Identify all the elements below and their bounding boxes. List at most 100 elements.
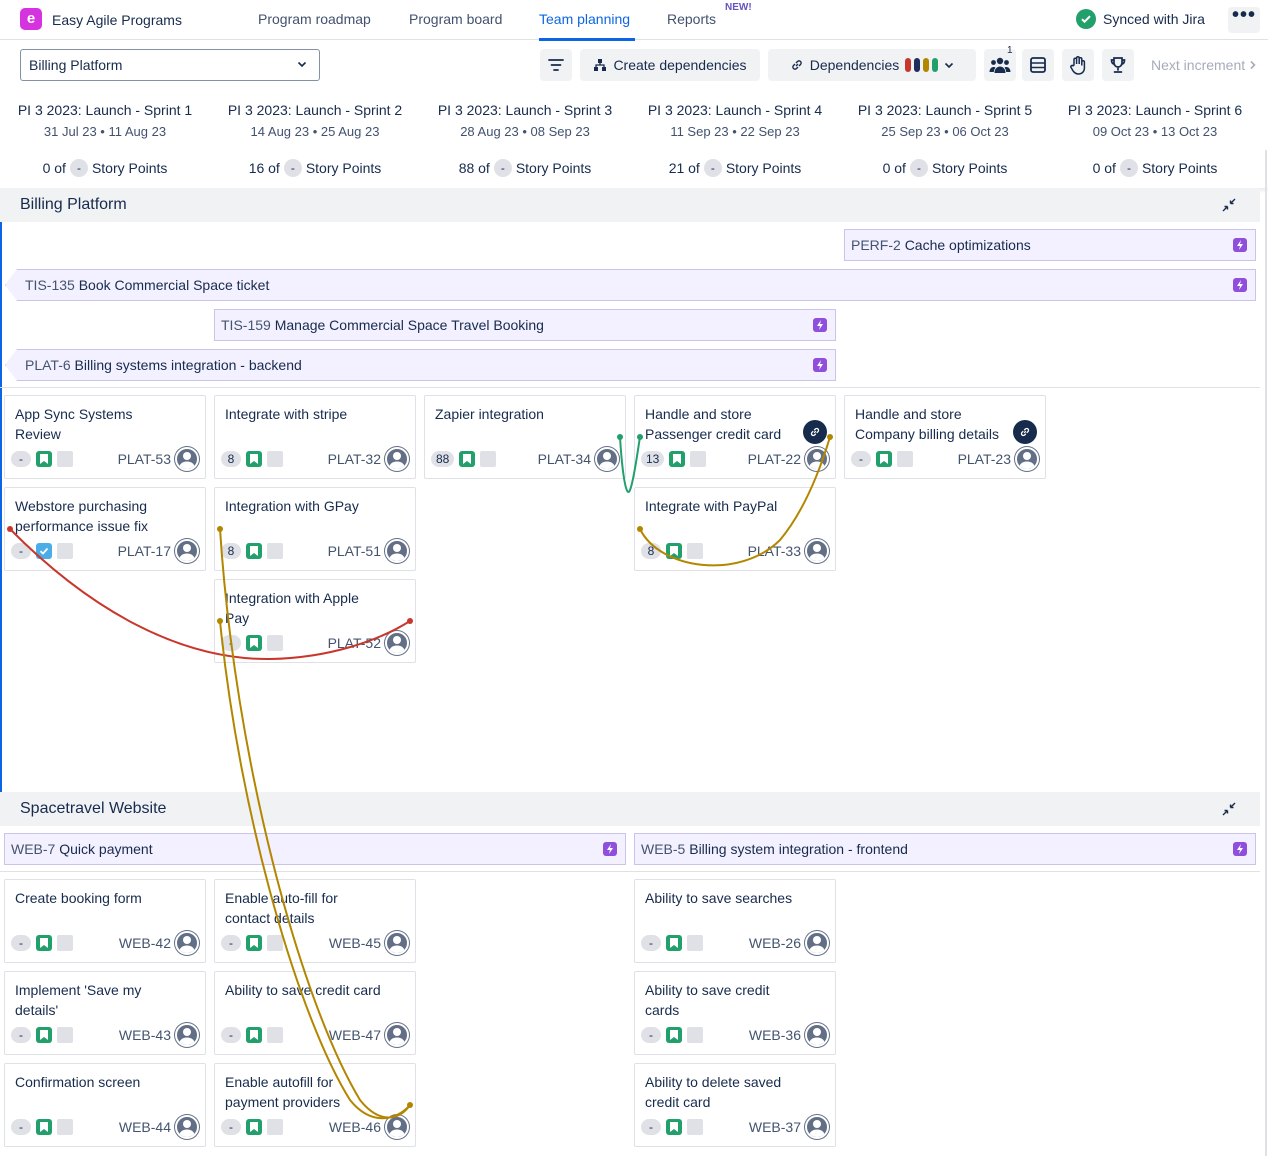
issue-title: Enable auto-fill for contact details xyxy=(225,890,338,926)
tab-program-board[interactable]: Program board xyxy=(409,11,503,27)
issue-key: PLAT-53 xyxy=(117,451,171,467)
create-dependencies-button[interactable]: Create dependencies xyxy=(580,49,760,81)
dependency-link-icon[interactable] xyxy=(1013,420,1037,444)
divider xyxy=(0,387,1260,388)
avatar[interactable] xyxy=(1015,447,1039,471)
sprint-capacity: 88 of - Story Points xyxy=(420,159,630,177)
next-increment-button[interactable]: Next increment xyxy=(1151,57,1257,73)
story-icon xyxy=(36,451,52,467)
issue-card[interactable]: Integrate with stripe 8 PLAT-32 xyxy=(214,395,416,479)
status-placeholder-icon xyxy=(267,451,283,467)
status-placeholder-icon xyxy=(57,543,73,559)
sprint-name: PI 3 2023: Launch - Sprint 2 xyxy=(227,102,403,118)
avatar[interactable] xyxy=(805,447,829,471)
avatar[interactable] xyxy=(175,1115,199,1139)
trophy-icon xyxy=(1110,57,1126,73)
issue-card[interactable]: Enable autofill for payment providers - W… xyxy=(214,1063,416,1147)
avatar[interactable] xyxy=(175,1023,199,1047)
issue-card[interactable]: Integrate with PayPal 8 PLAT-33 xyxy=(634,487,836,571)
layout-button[interactable] xyxy=(1022,49,1054,81)
issue-card[interactable]: Webstore purchasing performance issue fi… xyxy=(4,487,206,571)
points-label: Story Points xyxy=(515,160,592,176)
chevron-down-icon xyxy=(297,61,307,68)
avatar[interactable] xyxy=(805,539,829,563)
estimate-badge: - xyxy=(641,1119,661,1135)
dependencies-dropdown[interactable]: Dependencies xyxy=(768,49,976,81)
more-actions-button[interactable]: ••• xyxy=(1228,5,1260,33)
status-placeholder-icon xyxy=(57,935,73,951)
feature-key: PLAT-6 xyxy=(25,357,71,373)
tab-program-roadmap[interactable]: Program roadmap xyxy=(258,11,371,27)
sprint-capacity: 16 of - Story Points xyxy=(210,159,420,177)
tab-reports[interactable]: Reports xyxy=(667,11,717,27)
tab-team-planning[interactable]: Team planning xyxy=(539,11,631,27)
issue-card[interactable]: Ability to save credit cards - WEB-36 xyxy=(634,971,836,1055)
hand-button[interactable] xyxy=(1062,49,1094,81)
issue-card[interactable]: Enable auto-fill for contact details - WE… xyxy=(214,879,416,963)
estimate-badge: - xyxy=(11,543,31,559)
issue-card[interactable]: Create booking form - WEB-42 xyxy=(4,879,206,963)
feature-bar[interactable]: WEB-5 Billing system integration - front… xyxy=(634,833,1256,865)
issue-key: WEB-36 xyxy=(748,1027,801,1043)
avatar[interactable] xyxy=(805,931,829,955)
points-label: Story Points xyxy=(725,160,802,176)
estimate-badge: - xyxy=(221,1119,241,1135)
collapse-icon[interactable] xyxy=(1222,802,1236,816)
check-circle-icon xyxy=(1076,9,1096,29)
avatar[interactable] xyxy=(175,539,199,563)
issue-card[interactable]: Confirmation screen - WEB-44 xyxy=(4,1063,206,1147)
story-icon xyxy=(246,1119,262,1135)
issue-card[interactable]: Ability to save searches - WEB-26 xyxy=(634,879,836,963)
avatar[interactable] xyxy=(595,447,619,471)
objectives-button[interactable] xyxy=(1102,49,1134,81)
issue-card[interactable]: Integration with GPay 8 PLAT-51 xyxy=(214,487,416,571)
issue-card[interactable]: App Sync Systems Review - PLAT-53 xyxy=(4,395,206,479)
teams-button[interactable] xyxy=(984,49,1016,81)
board-select[interactable]: Billing Platform xyxy=(20,49,320,81)
estimate-badge: 88 xyxy=(431,451,455,467)
issue-card[interactable]: Handle and store Passenger credit card 1… xyxy=(634,395,836,479)
lightning-icon xyxy=(1233,842,1247,856)
issue-card[interactable]: Implement 'Save my details' - WEB-43 xyxy=(4,971,206,1055)
issue-card[interactable]: Zapier integration 88 PLAT-34 xyxy=(424,395,626,479)
feature-bar[interactable]: WEB-7 Quick payment xyxy=(4,833,626,865)
avatar[interactable] xyxy=(805,1023,829,1047)
avatar[interactable] xyxy=(175,447,199,471)
issue-title: Integration with Apple Pay xyxy=(225,590,359,626)
sprint-header: PI 3 2023: Launch - Sprint 2 14 Aug 23 •… xyxy=(210,102,420,139)
avatar[interactable] xyxy=(385,931,409,955)
status-placeholder-icon xyxy=(687,1119,703,1135)
feature-bar[interactable]: TIS-159 Manage Commercial Space Travel B… xyxy=(214,309,836,341)
feature-title: Cache optimizations xyxy=(904,237,1031,253)
issue-card[interactable]: Handle and store Company billing details… xyxy=(844,395,1046,479)
issue-card[interactable]: Ability to delete saved credit card - WEB… xyxy=(634,1063,836,1147)
sprint-header: PI 3 2023: Launch - Sprint 4 11 Sep 23 •… xyxy=(630,102,840,139)
status-placeholder-icon xyxy=(267,543,283,559)
avatar[interactable] xyxy=(385,1023,409,1047)
avatar[interactable] xyxy=(385,447,409,471)
sprint-capacity: 0 of - Story Points xyxy=(840,159,1050,177)
sprint-name: PI 3 2023: Launch - Sprint 1 xyxy=(17,102,193,118)
avatar[interactable] xyxy=(385,1115,409,1139)
issue-card[interactable]: Integration with Apple Pay - PLAT-52 xyxy=(214,579,416,663)
collapse-icon[interactable] xyxy=(1222,198,1236,212)
issue-title: App Sync Systems Review xyxy=(15,406,133,442)
lightning-icon xyxy=(1233,238,1247,252)
status-placeholder-icon xyxy=(687,1027,703,1043)
avatar[interactable] xyxy=(385,539,409,563)
feature-bar[interactable]: TIS-135 Book Commercial Space ticket xyxy=(5,269,1256,301)
issue-title: Handle and store Passenger credit card xyxy=(645,406,782,442)
avatar[interactable] xyxy=(385,631,409,655)
board-right-border xyxy=(1265,150,1267,1156)
filter-button[interactable] xyxy=(540,49,572,81)
feature-bar[interactable]: PERF-2 Cache optimizations xyxy=(844,229,1256,261)
estimate-badge: - xyxy=(11,935,31,951)
dependency-link-icon[interactable] xyxy=(803,420,827,444)
feature-bar[interactable]: PLAT-6 Billing systems integration - bac… xyxy=(5,349,836,381)
avatar[interactable] xyxy=(805,1115,829,1139)
issue-title: Ability to save credit cards xyxy=(645,982,770,1018)
avatar[interactable] xyxy=(175,931,199,955)
issue-card[interactable]: Ability to save credit card - WEB-47 xyxy=(214,971,416,1055)
dependencies-label: Dependencies xyxy=(809,57,900,73)
issue-key: PLAT-32 xyxy=(327,451,381,467)
